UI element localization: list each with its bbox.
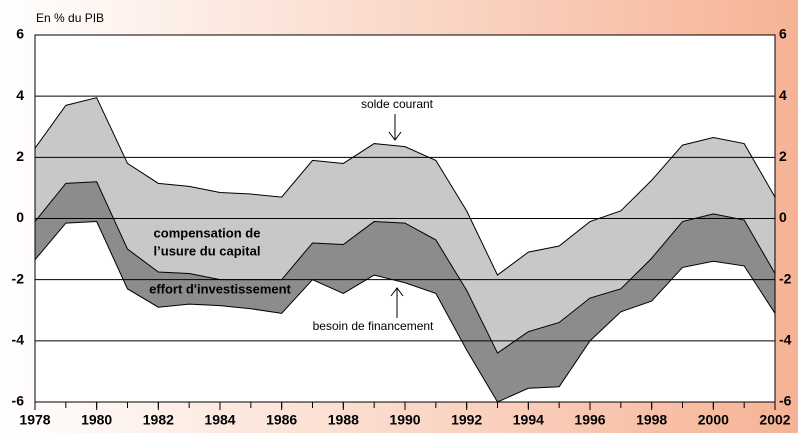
x-tick-label: 1982 xyxy=(143,412,174,428)
y-tick-label: 4 xyxy=(16,87,24,103)
arrow xyxy=(390,287,404,318)
x-tick-label: 1978 xyxy=(19,412,50,428)
x-tick-label: 1998 xyxy=(636,412,667,428)
area-label: l’usure du capital xyxy=(154,243,261,258)
y-tick-label: -6 xyxy=(12,393,25,409)
y-tick-label: 0 xyxy=(16,209,24,225)
y-tick-label: -4 xyxy=(12,332,25,348)
series-label: besoin de financement xyxy=(313,319,434,333)
y2-tick-label: 6 xyxy=(779,26,787,42)
area xyxy=(35,97,775,354)
y2-tick-label: 0 xyxy=(779,209,787,225)
y2-tick-label: -2 xyxy=(779,270,792,286)
y-tick-label: -2 xyxy=(12,270,25,286)
area xyxy=(35,181,775,402)
y-tick-label: 2 xyxy=(16,148,24,164)
x-tick-label: 1986 xyxy=(266,412,297,428)
x-tick-label: 1992 xyxy=(451,412,482,428)
arrow xyxy=(388,114,402,141)
x-tick-label: 1994 xyxy=(513,412,544,428)
y2-tick-label: 2 xyxy=(779,148,787,164)
y-axis-label: En % du PIB xyxy=(36,11,104,25)
area-label: compensation de xyxy=(154,225,261,240)
x-tick-label: 1984 xyxy=(204,412,235,428)
area-label: effort d'investissement xyxy=(149,281,291,296)
x-tick-label: 1980 xyxy=(81,412,112,428)
line xyxy=(34,181,776,354)
line xyxy=(34,221,776,403)
y2-tick-label: -6 xyxy=(779,393,792,409)
x-tick-label: 1990 xyxy=(389,412,420,428)
y2-tick-label: -4 xyxy=(779,332,792,348)
x-tick-label: 2002 xyxy=(759,412,790,428)
x-tick-label: 2000 xyxy=(698,412,729,428)
y-tick-label: 6 xyxy=(16,26,24,42)
line xyxy=(34,97,776,276)
y2-tick-label: 4 xyxy=(779,87,787,103)
series-label: solde courant xyxy=(361,97,434,111)
x-tick-label: 1996 xyxy=(574,412,605,428)
x-tick-label: 1988 xyxy=(328,412,359,428)
